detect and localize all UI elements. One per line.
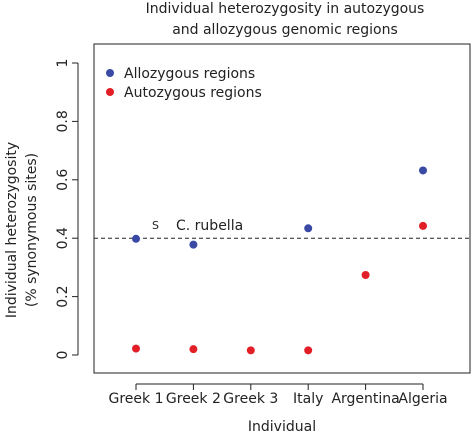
- data-point-autozygous: [132, 344, 140, 353]
- point-annotation: S: [152, 219, 159, 232]
- data-point-autozygous: [419, 221, 427, 230]
- legend-marker-autozygous: [106, 88, 114, 96]
- data-point-allozygous: [419, 166, 427, 175]
- data-point-allozygous: [189, 240, 198, 249]
- y-tick-label: 0.6: [55, 169, 71, 191]
- x-tick-label: Greek 3: [223, 391, 278, 407]
- y-tick-label: 1: [55, 59, 71, 68]
- y-axis: 0 0.2 0.4 0.6 0.8 1: [55, 59, 79, 360]
- x-axis-label: Individual: [248, 419, 316, 435]
- x-tick-label: Italy: [293, 391, 323, 407]
- x-tick-label: Greek 1: [109, 391, 164, 407]
- data-point-autozygous: [361, 270, 370, 279]
- plot-frame: [93, 43, 471, 374]
- x-tick-label: Argentina: [331, 391, 399, 407]
- y-tick-label: 0.4: [55, 227, 71, 249]
- legend-label-autozygous: Autozygous regions: [124, 85, 262, 101]
- chart-title-line-1: Individual heterozygosity in autozygous: [146, 1, 425, 17]
- legend-label-allozygous: Allozygous regions: [124, 66, 255, 82]
- x-axis: Greek 1 Greek 2 Greek 3 Italy ArgentinaAlger…: [109, 383, 448, 407]
- legend: Allozygous regions Autozygous regions: [106, 66, 262, 101]
- data-point-allozygous: [304, 224, 313, 233]
- chart-title-line-2: and allozygous genomic regions: [172, 22, 398, 38]
- data-point-autozygous: [304, 346, 313, 355]
- y-axis-label-line-2: (% synonymous sites): [24, 153, 40, 307]
- legend-marker-allozygous: [106, 69, 114, 77]
- y-axis-label-line-1: Individual heterozygosity: [4, 142, 20, 318]
- reference-line-label: C. rubella: [176, 218, 243, 234]
- y-tick-label: 0.8: [55, 110, 71, 132]
- data-point-allozygous: [132, 234, 140, 243]
- data-point-autozygous: [189, 345, 198, 354]
- y-tick-label: 0.2: [55, 285, 71, 307]
- data-points: [132, 166, 427, 355]
- y-tick-label: 0: [55, 351, 71, 360]
- x-tick-label: Algeria: [398, 391, 447, 407]
- data-point-autozygous: [246, 346, 255, 355]
- x-tick-label: Greek 2: [166, 391, 221, 407]
